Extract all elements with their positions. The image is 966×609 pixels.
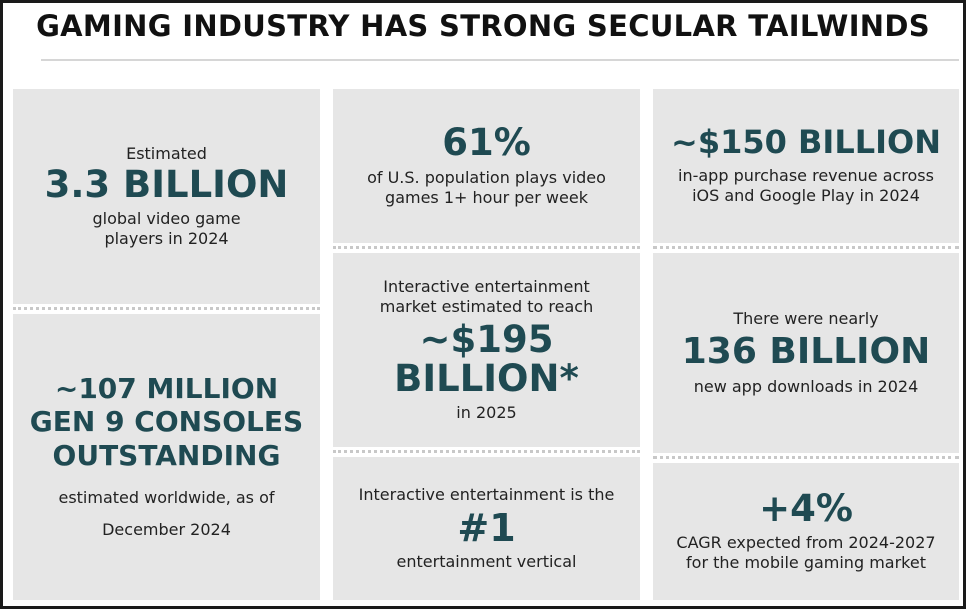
us-population-line-2: games 1+ hour per week: [385, 188, 588, 208]
in-app-line-1: in-app purchase revenue across: [678, 165, 934, 185]
players-bottom-line-1: global video game: [92, 208, 241, 228]
downloads-value: 136 BILLION: [681, 331, 931, 373]
players-top-text: Estimated: [126, 144, 207, 164]
tile-players: Estimated 3.3 BILLION global video game …: [13, 89, 320, 304]
vertical-value: #1: [457, 505, 516, 550]
us-population-value: 61%: [442, 120, 531, 164]
market-top-line-2: market estimated to reach: [379, 297, 594, 317]
players-value: 3.3 BILLION: [44, 163, 289, 207]
separator: [653, 456, 959, 459]
players-bottom-line-2: players in 2024: [104, 228, 229, 248]
separator: [653, 246, 959, 249]
market-bottom: in 2025: [456, 402, 517, 422]
consoles-value-line-1: ~107 MILLION: [54, 371, 279, 405]
consoles-value-line-3: OUTSTANDING: [52, 438, 281, 472]
downloads-top: There were nearly: [733, 309, 879, 329]
vertical-bottom: entertainment vertical: [396, 552, 577, 572]
us-population-line-1: of U.S. population plays video: [367, 168, 606, 188]
tile-downloads: There were nearly 136 BILLION new app do…: [653, 253, 959, 453]
consoles-bottom-line-2: December 2024: [102, 520, 231, 540]
tile-cagr: +4% CAGR expected from 2024-2027 for the…: [653, 463, 959, 600]
consoles-bottom-line-1: estimated worldwide, as of: [58, 488, 275, 508]
tile-in-app: ~$150 BILLION in-app purchase revenue ac…: [653, 89, 959, 243]
separator: [13, 307, 320, 310]
tile-consoles: ~107 MILLION GEN 9 CONSOLES OUTSTANDING …: [13, 314, 320, 600]
cagr-line-1: CAGR expected from 2024-2027: [676, 532, 936, 552]
consoles-value-line-2: GEN 9 CONSOLES: [29, 405, 304, 439]
in-app-value: ~$150 BILLION: [671, 123, 941, 162]
cagr-line-2: for the mobile gaming market: [686, 552, 926, 572]
separator: [333, 450, 640, 453]
tile-us-population: 61% of U.S. population plays video games…: [333, 89, 640, 243]
cagr-value: +4%: [759, 487, 853, 531]
vertical-top: Interactive entertainment is the: [358, 484, 615, 504]
in-app-line-2: iOS and Google Play in 2024: [692, 185, 920, 205]
tile-vertical: Interactive entertainment is the #1 ente…: [333, 457, 640, 600]
page-title: GAMING INDUSTRY HAS STRONG SECULAR TAILW…: [36, 9, 930, 43]
tile-market: Interactive entertainment market estimat…: [333, 253, 640, 447]
market-value-line-1: ~$195: [419, 318, 554, 362]
market-value-line-2: BILLION*: [394, 357, 579, 400]
separator: [333, 246, 640, 249]
title-divider: [41, 59, 959, 61]
market-top-line-1: Interactive entertainment: [383, 277, 590, 297]
downloads-bottom: new app downloads in 2024: [693, 376, 919, 396]
